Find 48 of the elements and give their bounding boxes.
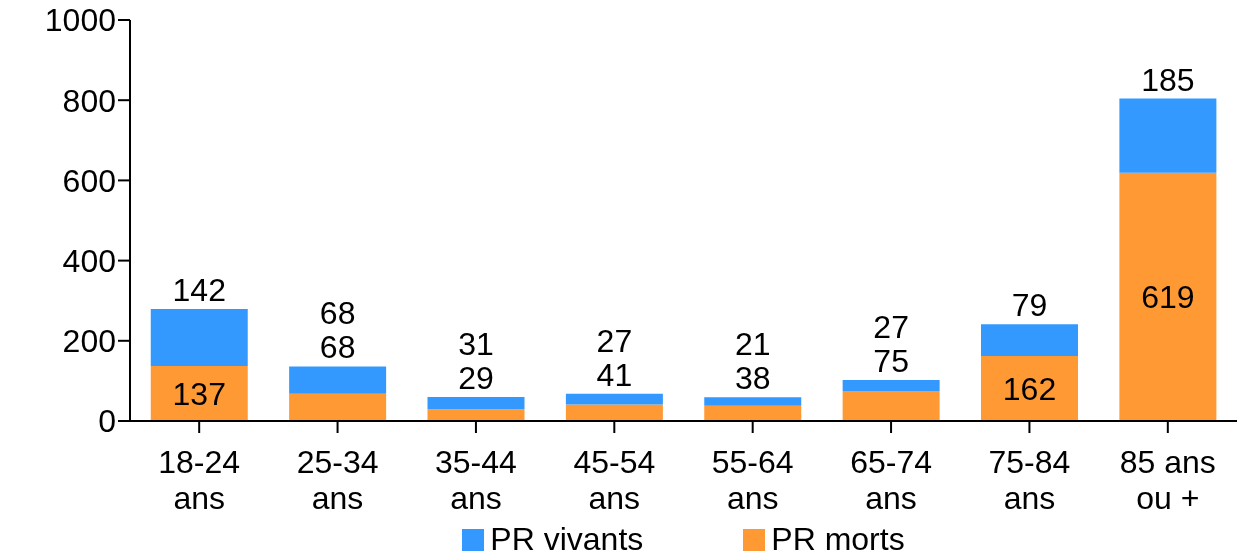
x-tick-label: 55-64 ans: [711, 444, 794, 516]
x-tick-label: 75-84 ans: [988, 444, 1071, 516]
bar: [289, 393, 387, 421]
bar: [565, 393, 663, 405]
bar: [565, 404, 663, 421]
y-tick-label: 200: [62, 323, 116, 360]
data-label: 68: [319, 329, 356, 366]
y-tick-label: 0: [98, 403, 116, 440]
x-tick-label: 25-34 ans: [296, 444, 379, 516]
data-label: 137: [172, 375, 226, 412]
x-tick-label: 18-24 ans: [158, 444, 241, 516]
data-label: 79: [1011, 287, 1048, 324]
data-label: 27: [596, 322, 633, 359]
bar: [289, 366, 387, 394]
legend-label: PR morts: [771, 521, 905, 558]
x-tick-label: 35-44 ans: [435, 444, 517, 516]
data-label: 21: [734, 326, 771, 363]
bar: [150, 366, 248, 421]
y-tick-label: 600: [62, 162, 116, 199]
bar: [981, 324, 1079, 357]
data-label: 185: [1141, 61, 1195, 98]
data-label: 162: [1002, 370, 1057, 407]
data-label: 68: [319, 295, 356, 332]
data-label: 38: [734, 360, 771, 397]
data-label: 619: [1141, 278, 1195, 315]
x-tick-label: 45-54 ans: [573, 444, 656, 516]
x-tick-label: 65-74 ans: [850, 444, 932, 516]
data-label: 142: [172, 272, 226, 309]
bar: [704, 405, 802, 421]
y-tick-label: 1000: [44, 2, 116, 39]
y-tick-label: 400: [62, 242, 116, 279]
bar: [842, 380, 940, 391]
bar: [150, 309, 248, 367]
bar: [842, 390, 940, 421]
x-tick-label: 85 ans ou +: [1119, 444, 1216, 516]
bar: [427, 396, 525, 410]
bar: [704, 397, 802, 406]
data-label: 27: [873, 309, 909, 346]
bar: [427, 409, 525, 421]
bar: [1119, 98, 1217, 173]
data-label: 75: [873, 343, 909, 380]
data-label: 31: [458, 325, 494, 362]
y-tick-label: 800: [62, 82, 116, 119]
bar: [1119, 172, 1217, 421]
data-label: 29: [458, 359, 494, 396]
data-label: 41: [596, 356, 633, 393]
legend-label: PR vivants: [490, 521, 644, 558]
bar: [981, 356, 1079, 421]
